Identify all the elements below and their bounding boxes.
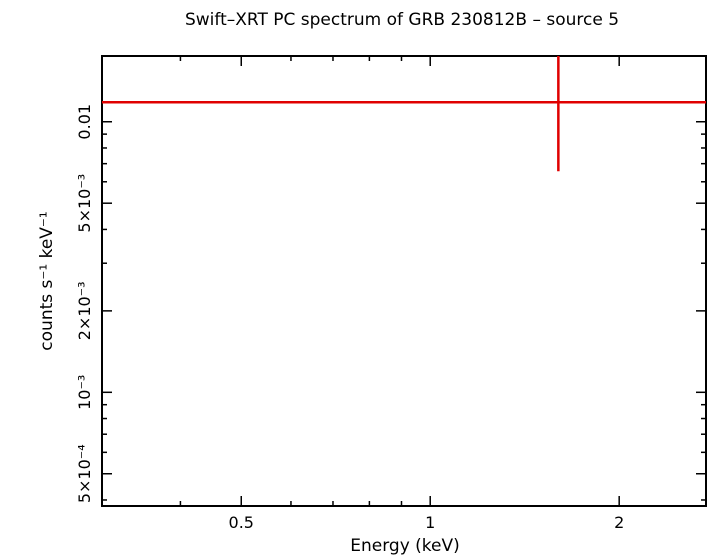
x-tick-label: 0.5 — [229, 513, 254, 532]
y-tick-label: 2×10⁻³ — [75, 281, 94, 340]
x-tick-label: 2 — [614, 513, 624, 532]
y-tick-label: 5×10⁻⁴ — [75, 444, 94, 503]
x-axis-label: Energy (keV) — [350, 536, 460, 556]
y-tick-label: 10⁻³ — [75, 375, 94, 410]
data-layer — [102, 56, 706, 172]
plot-frame — [101, 55, 707, 507]
x-axis: 0.5 1 2 — [101, 56, 624, 532]
x-tick-label: 1 — [425, 513, 435, 532]
y-tick-label: 5×10⁻³ — [75, 174, 94, 233]
chart-title: Swift–XRT PC spectrum of GRB 230812B – s… — [185, 10, 619, 30]
y-axis-label: counts s⁻¹ keV⁻¹ — [37, 211, 57, 350]
y-axis: 5×10⁻⁴ 10⁻³ 2×10⁻³ 5×10⁻³ 0.01 — [75, 104, 706, 503]
y-tick-label: 0.01 — [75, 104, 94, 140]
plot-area — [101, 55, 707, 507]
